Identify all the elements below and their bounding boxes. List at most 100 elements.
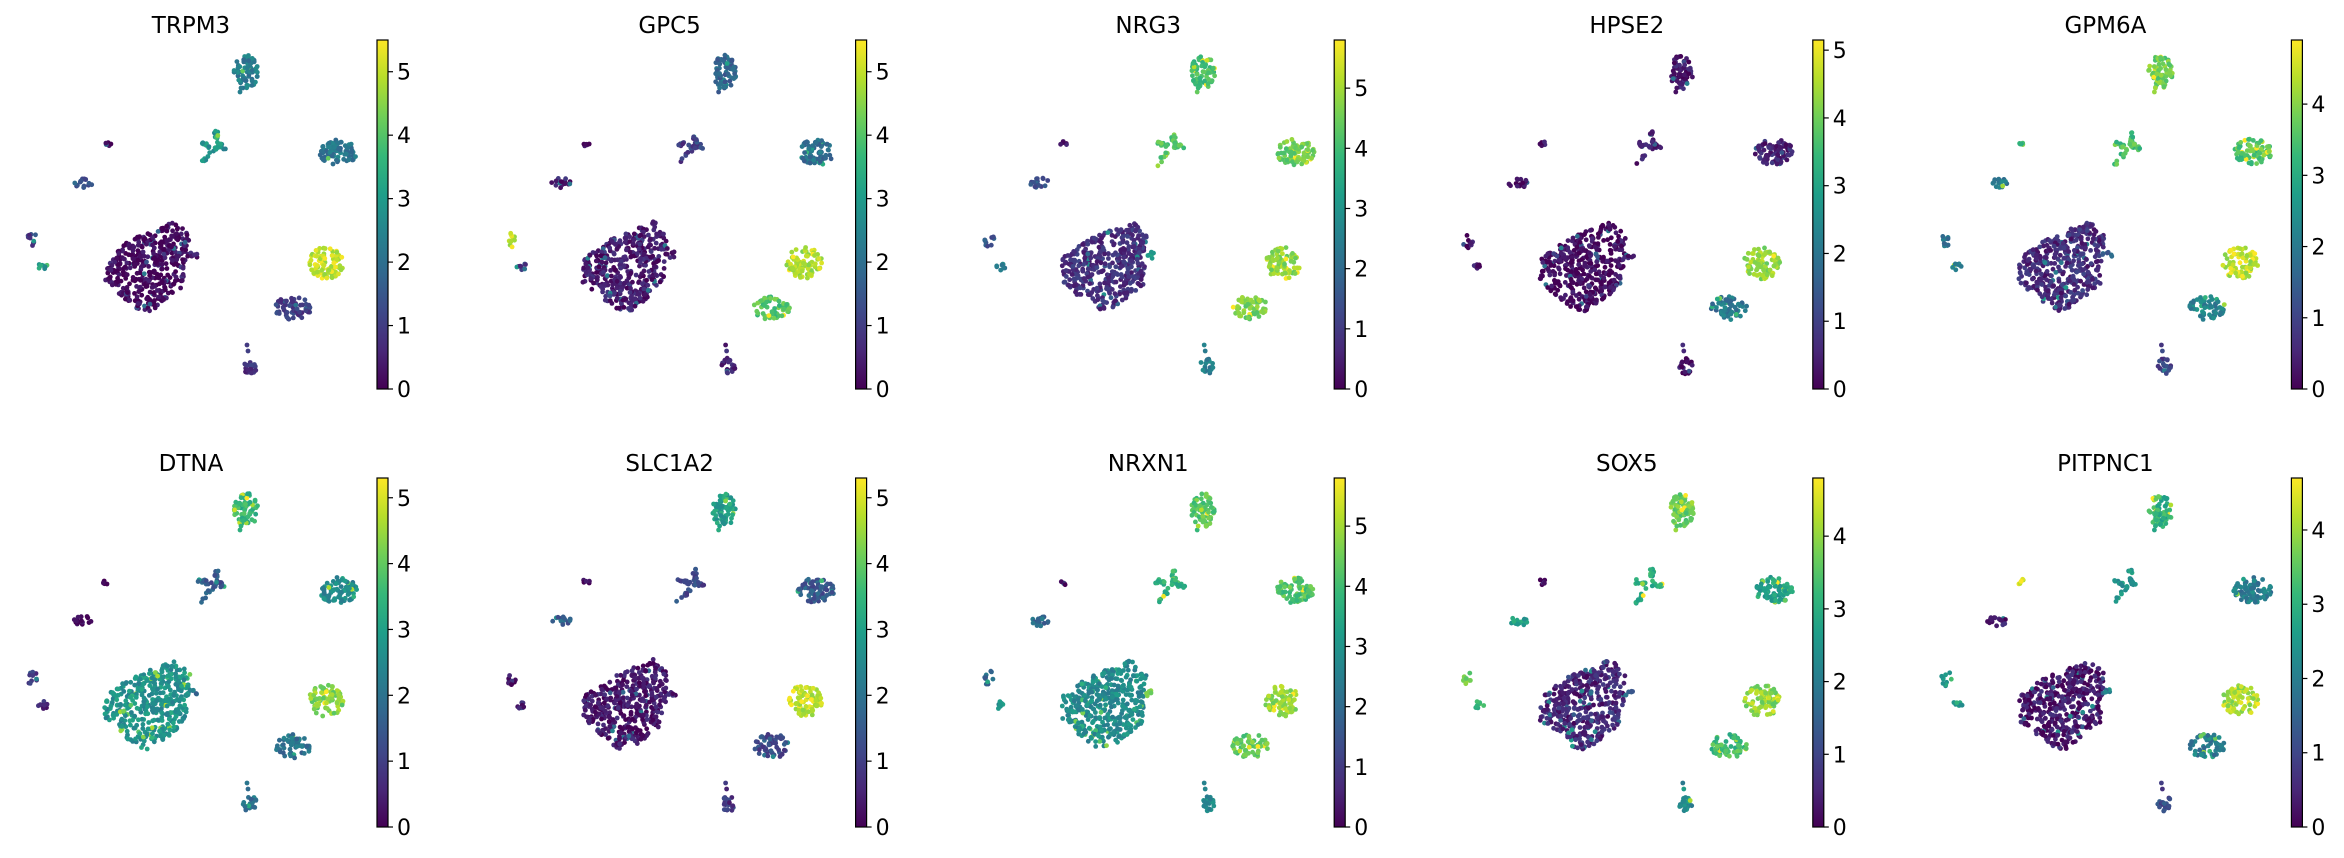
cell-point: [2203, 295, 2208, 300]
cell-point: [1252, 312, 1257, 317]
cell-point: [1608, 268, 1613, 273]
cell-point: [1113, 250, 1118, 255]
cell-point: [1139, 269, 1144, 274]
cell-point: [2069, 227, 2074, 232]
cell-point: [1787, 153, 1792, 158]
cell-point: [1601, 255, 1606, 260]
cell-point: [715, 57, 720, 62]
cell-point: [127, 242, 132, 247]
cell-point: [2090, 285, 2095, 290]
cell-point: [215, 133, 220, 138]
cell-point: [2246, 137, 2251, 142]
cell-point: [2105, 251, 2110, 256]
cell-point: [159, 240, 164, 245]
cell-point: [1302, 158, 1307, 163]
cell-point: [1601, 276, 1606, 281]
cell-point: [1601, 224, 1606, 229]
cell-point: [2236, 150, 2241, 155]
cluster-far-left-b: [515, 262, 528, 273]
cluster-far-left-a: [1461, 233, 1475, 250]
cell-point: [165, 722, 170, 727]
cell-point: [182, 667, 187, 672]
cell-point: [1120, 240, 1125, 245]
cell-point: [731, 76, 736, 81]
cell-point: [1072, 277, 1077, 282]
cell-point: [2043, 260, 2048, 265]
cell-point: [814, 140, 819, 145]
colorbar-tick-label: 4: [876, 124, 890, 149]
cell-point: [1568, 250, 1573, 255]
cell-point: [1594, 272, 1599, 277]
cell-point: [1682, 63, 1687, 68]
cell-point: [1574, 293, 1579, 298]
cell-point: [128, 695, 133, 700]
cell-point: [1761, 268, 1766, 273]
cell-point: [1626, 254, 1631, 259]
cell-point: [1615, 239, 1620, 244]
cluster-left-small: [1507, 177, 1530, 190]
cell-point: [203, 596, 208, 601]
cell-point: [175, 697, 180, 702]
cluster-main: [1060, 221, 1149, 311]
cell-point: [1110, 261, 1115, 266]
cell-point: [1595, 254, 1600, 259]
cluster-main: [1538, 221, 1628, 313]
panel-title: DTNA: [159, 451, 224, 477]
cell-point: [798, 275, 803, 280]
cell-point: [2100, 252, 2105, 257]
cell-point: [2083, 246, 2088, 251]
cell-point: [2238, 140, 2243, 145]
cell-point: [1618, 276, 1623, 281]
cell-point: [668, 255, 673, 260]
cell-point: [1571, 236, 1576, 241]
cluster-right-top: [1753, 138, 1795, 166]
cell-point: [33, 232, 38, 237]
cell-point: [138, 278, 143, 283]
cell-point: [768, 296, 773, 301]
cell-point: [643, 292, 648, 297]
cell-point: [200, 158, 205, 163]
cell-point: [308, 696, 313, 701]
cluster-right-mid: [1742, 246, 1782, 282]
cell-point: [1587, 274, 1592, 279]
cluster-bottom: [242, 343, 258, 376]
cell-point: [2072, 298, 2077, 303]
cell-point: [1475, 264, 1480, 269]
cell-point: [105, 699, 110, 704]
cell-point: [163, 287, 168, 292]
cluster-branch: [676, 134, 705, 164]
cell-point: [1104, 286, 1109, 291]
cell-point: [125, 272, 130, 277]
cell-point: [2127, 142, 2132, 147]
cell-point: [2037, 245, 2042, 250]
cell-point: [1690, 363, 1695, 368]
cluster-right-mid: [308, 683, 346, 719]
cell-point: [2203, 305, 2208, 310]
cell-point: [2071, 277, 2076, 282]
cell-point: [1590, 236, 1595, 241]
cell-point: [1114, 280, 1119, 285]
cell-point: [1135, 225, 1140, 230]
cell-point: [1290, 251, 1295, 256]
cell-point: [171, 282, 176, 287]
cell-point: [1587, 250, 1592, 255]
cell-point: [2067, 232, 2072, 237]
cell-point: [111, 713, 116, 718]
cell-point: [344, 152, 349, 157]
cell-point: [633, 296, 638, 301]
cell-point: [1305, 147, 1310, 152]
cell-point: [610, 239, 615, 244]
cell-point: [38, 263, 43, 268]
cell-point: [2120, 144, 2125, 149]
cell-point: [2059, 260, 2064, 265]
cell-point: [144, 260, 149, 265]
cell-point: [2158, 66, 2163, 71]
cell-point: [618, 238, 623, 243]
cell-point: [183, 248, 188, 253]
cell-point: [151, 706, 156, 711]
cell-point: [2216, 299, 2221, 304]
cell-point: [1571, 290, 1576, 295]
cell-point: [1113, 234, 1118, 239]
cell-point: [1106, 279, 1111, 284]
cell-point: [2086, 270, 2091, 275]
